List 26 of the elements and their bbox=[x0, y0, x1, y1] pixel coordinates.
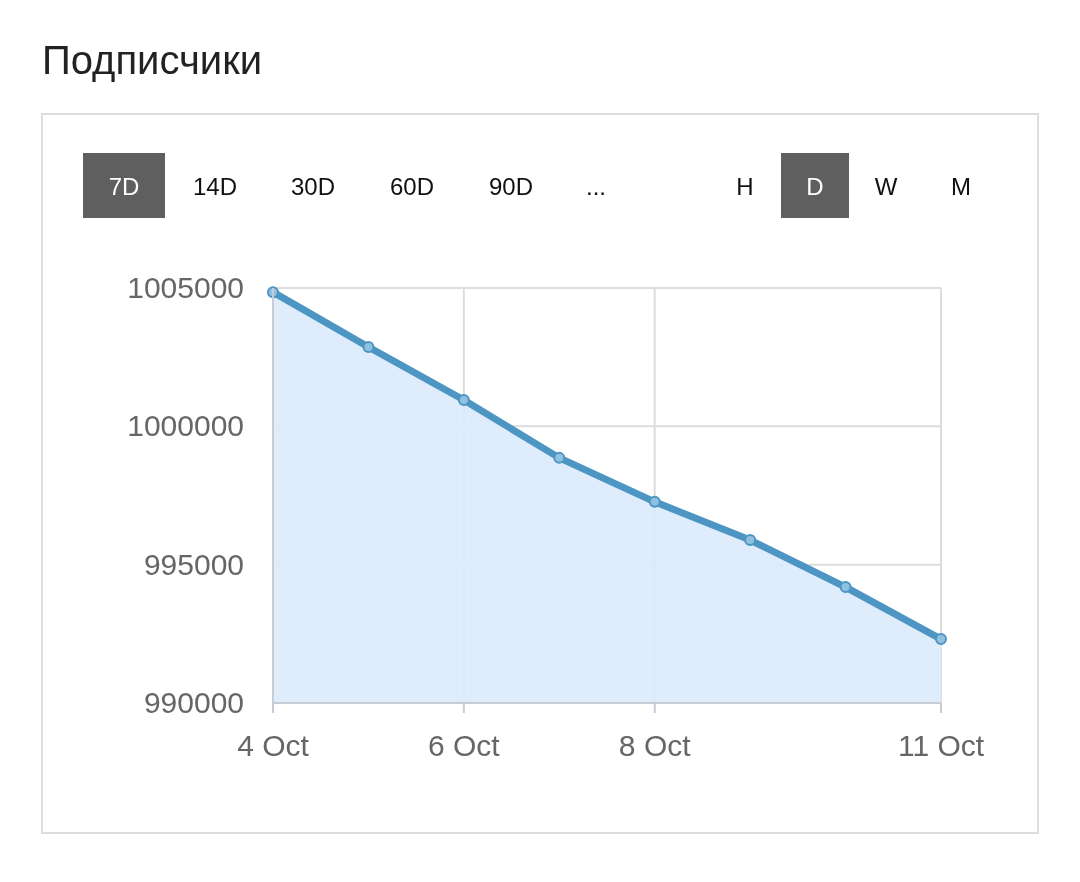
x-tick-label: 4 Oct bbox=[237, 729, 310, 762]
text: W bbox=[874, 173, 898, 200]
chart-title: Подписчики bbox=[42, 38, 263, 82]
text: D bbox=[806, 173, 824, 200]
x-tick-label: 11 Oct bbox=[897, 729, 985, 762]
y-tick-label: 995000 bbox=[143, 547, 244, 581]
point bbox=[935, 633, 947, 646]
text: 30D bbox=[290, 173, 336, 200]
text: ... bbox=[585, 173, 607, 200]
point bbox=[744, 534, 757, 547]
text: 7D bbox=[108, 173, 140, 200]
text: 90D bbox=[488, 173, 534, 200]
x-tick-label: 6 Oct bbox=[428, 729, 501, 762]
point bbox=[553, 451, 566, 464]
text: 60D bbox=[389, 173, 435, 200]
point bbox=[839, 581, 852, 594]
y-tick-label: 1005000 bbox=[127, 271, 244, 304]
point bbox=[362, 340, 375, 353]
text: 14D bbox=[192, 173, 238, 200]
point bbox=[648, 495, 661, 508]
text: H bbox=[736, 173, 754, 200]
text: M bbox=[951, 173, 971, 200]
x-tick-label: 8 Oct bbox=[618, 729, 692, 762]
y-tick-label: 990000 bbox=[143, 686, 244, 719]
point bbox=[457, 394, 470, 407]
y-tick-label: 1000000 bbox=[127, 409, 244, 443]
